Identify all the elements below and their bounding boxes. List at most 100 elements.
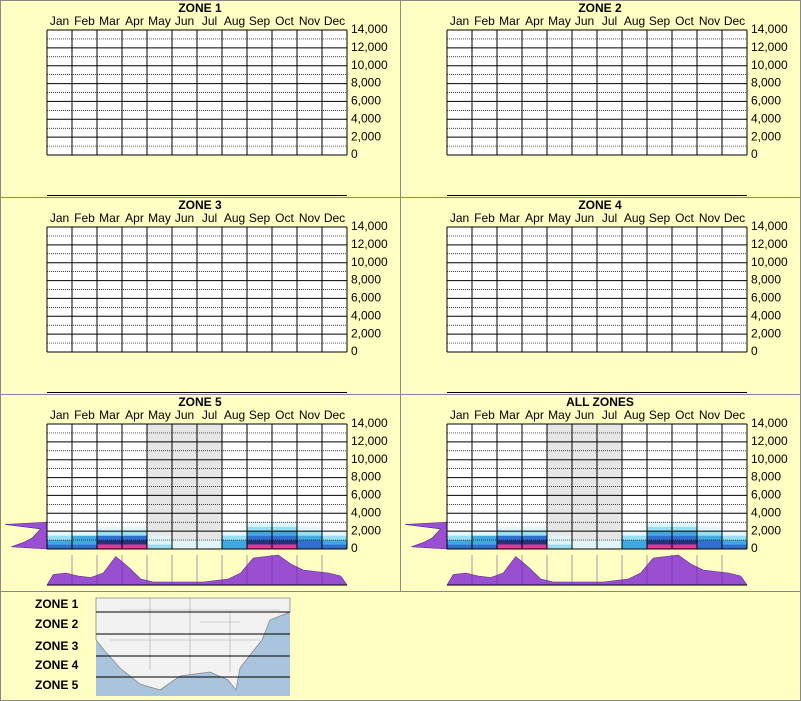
- density-cell: [597, 544, 622, 549]
- density-cell: [647, 535, 672, 541]
- x-tick-label: Feb: [474, 211, 495, 225]
- y-tick-label: 14,000: [751, 416, 788, 430]
- density-cell: [272, 522, 297, 527]
- x-tick-label: Nov: [299, 408, 320, 422]
- panel-title: ZONE 1: [178, 1, 222, 15]
- x-tick-label: Dec: [324, 408, 345, 422]
- density-cell: [172, 540, 197, 545]
- density-cell: [47, 540, 72, 545]
- density-cell: [247, 540, 272, 545]
- legend-label: ZONE 3: [35, 639, 79, 653]
- y-tick-label: 2,000: [751, 326, 781, 340]
- density-cell: [222, 531, 247, 536]
- y-tick-label: 6,000: [351, 488, 381, 502]
- density-cell: [47, 544, 72, 549]
- panel-title: ZONE 3: [178, 198, 222, 212]
- density-cell: [147, 544, 172, 549]
- density-cell: [522, 535, 547, 541]
- x-tick-label: Dec: [724, 14, 745, 28]
- density-cell: [522, 544, 547, 549]
- density-cell: [672, 531, 697, 536]
- y-tick-label: 14,000: [351, 416, 388, 430]
- legend-label: ZONE 2: [35, 617, 79, 631]
- y-tick-label: 2,000: [351, 326, 381, 340]
- y-tick-label: 6,000: [751, 291, 781, 305]
- density-cell: [572, 540, 597, 545]
- x-tick-label: Mar: [499, 408, 520, 422]
- density-cell: [497, 526, 522, 532]
- density-cell: [447, 544, 472, 549]
- x-tick-label: Jul: [202, 14, 217, 28]
- density-cell: [47, 531, 72, 536]
- density-cell: [97, 544, 122, 549]
- x-tick-label: Nov: [699, 211, 720, 225]
- density-cell: [297, 535, 322, 541]
- y-tick-label: 10,000: [351, 58, 388, 72]
- density-cell: [72, 535, 97, 541]
- density-cell: [647, 540, 672, 545]
- x-tick-label: May: [548, 14, 571, 28]
- density-cell: [597, 540, 622, 545]
- y-tick-label: 10,000: [351, 452, 388, 466]
- density-cell: [497, 535, 522, 541]
- x-tick-label: Apr: [525, 14, 544, 28]
- y-tick-label: 4,000: [751, 111, 781, 125]
- density-cell: [272, 526, 297, 532]
- y-tick-label: 14,000: [751, 219, 788, 233]
- density-cell: [472, 540, 497, 545]
- y-tick-label: 8,000: [351, 470, 381, 484]
- density-cell: [97, 531, 122, 536]
- y-tick-label: 4,000: [351, 111, 381, 125]
- legend-label: ZONE 4: [35, 658, 79, 672]
- x-tick-label: Apr: [125, 211, 144, 225]
- x-tick-label: Jun: [175, 14, 194, 28]
- density-cell: [272, 535, 297, 541]
- zone-boundaries: [96, 611, 290, 678]
- y-tick-label: 6,000: [351, 291, 381, 305]
- y-tick-label: 2,000: [351, 523, 381, 537]
- x-tick-label: Mar: [99, 14, 120, 28]
- panel-title: ZONE 4: [578, 198, 622, 212]
- x-tick-label: Jan: [50, 14, 69, 28]
- density-cell: [247, 544, 272, 549]
- x-tick-label: Nov: [299, 14, 320, 28]
- x-tick-label: Nov: [699, 14, 720, 28]
- map-land: [95, 597, 291, 691]
- x-tick-label: Jul: [202, 211, 217, 225]
- density-cell: [572, 544, 597, 549]
- density-cell: [447, 540, 472, 545]
- density-cell: [497, 540, 522, 545]
- x-tick-label: Sep: [649, 14, 671, 28]
- y-tick-label: 12,000: [351, 237, 388, 251]
- x-tick-label: Feb: [474, 14, 495, 28]
- x-tick-label: May: [148, 14, 171, 28]
- x-tick-label: Mar: [99, 211, 120, 225]
- x-tick-label: Mar: [499, 14, 520, 28]
- density-cell: [697, 531, 722, 536]
- x-tick-label: Jan: [450, 408, 469, 422]
- legend-label: ZONE 1: [35, 597, 79, 611]
- x-tick-label: Sep: [649, 408, 671, 422]
- panel-title: ALL ZONES: [566, 395, 634, 409]
- y-tick-label: 4,000: [751, 308, 781, 322]
- density-cell: [722, 544, 747, 549]
- y-tick-label: 12,000: [751, 237, 788, 251]
- density-cell: [697, 544, 722, 549]
- x-tick-label: Dec: [724, 408, 745, 422]
- density-cell: [122, 540, 147, 545]
- density-cell: [622, 544, 647, 549]
- x-tick-label: Oct: [675, 408, 694, 422]
- density-cell: [97, 526, 122, 532]
- x-tick-label: Oct: [675, 14, 694, 28]
- density-cell: [622, 540, 647, 545]
- x-tick-label: Oct: [275, 211, 294, 225]
- x-tick-label: Aug: [224, 14, 245, 28]
- legend-label: ZONE 5: [35, 678, 79, 692]
- density-cell: [522, 540, 547, 545]
- density-cell: [522, 531, 547, 536]
- x-tick-label: Jan: [450, 14, 469, 28]
- y-tick-label: 0: [751, 147, 758, 161]
- x-tick-label: Nov: [299, 211, 320, 225]
- y-tick-label: 10,000: [751, 452, 788, 466]
- density-cell: [447, 535, 472, 541]
